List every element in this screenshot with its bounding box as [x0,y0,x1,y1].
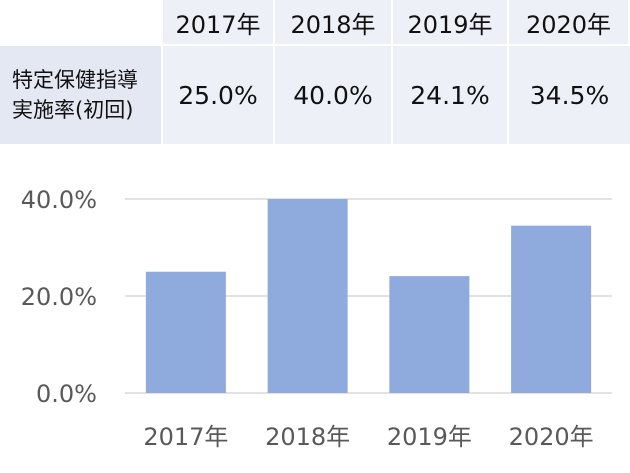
table-header-2017: 2017年 [163,0,275,46]
y-tick-label: 40.0% [21,186,97,214]
table-header-2020: 2020年 [509,0,630,46]
bar-chart: 0.0% 20.0% 40.0% 2017年 2018年 2019年 2020年 [21,186,612,451]
x-tick-label: 2020年 [509,423,594,451]
bar-3 [389,276,470,393]
table-row-label: 特定保健指導 実施率(初回) [0,46,163,146]
table-value-2017: 25.0% [163,46,275,146]
table-corner [0,0,163,46]
x-tick-label: 2017年 [143,423,228,451]
data-table: 2017年 2018年 2019年 2020年 特定保健指導 実施率(初回) 2… [0,0,630,146]
table-value-2018: 40.0% [275,46,393,146]
bar-2 [267,199,348,393]
table-value-2020: 34.5% [509,46,630,146]
x-tick-label: 2019年 [387,423,472,451]
y-tick-label: 0.0% [36,380,97,408]
bar-1 [145,271,226,393]
y-tick-label: 20.0% [21,283,97,311]
x-tick-label: 2018年 [265,423,350,451]
table-header-2019: 2019年 [393,0,509,46]
table-value-2019: 24.1% [393,46,509,146]
bar-4 [511,225,592,393]
table-header-2018: 2018年 [275,0,393,46]
